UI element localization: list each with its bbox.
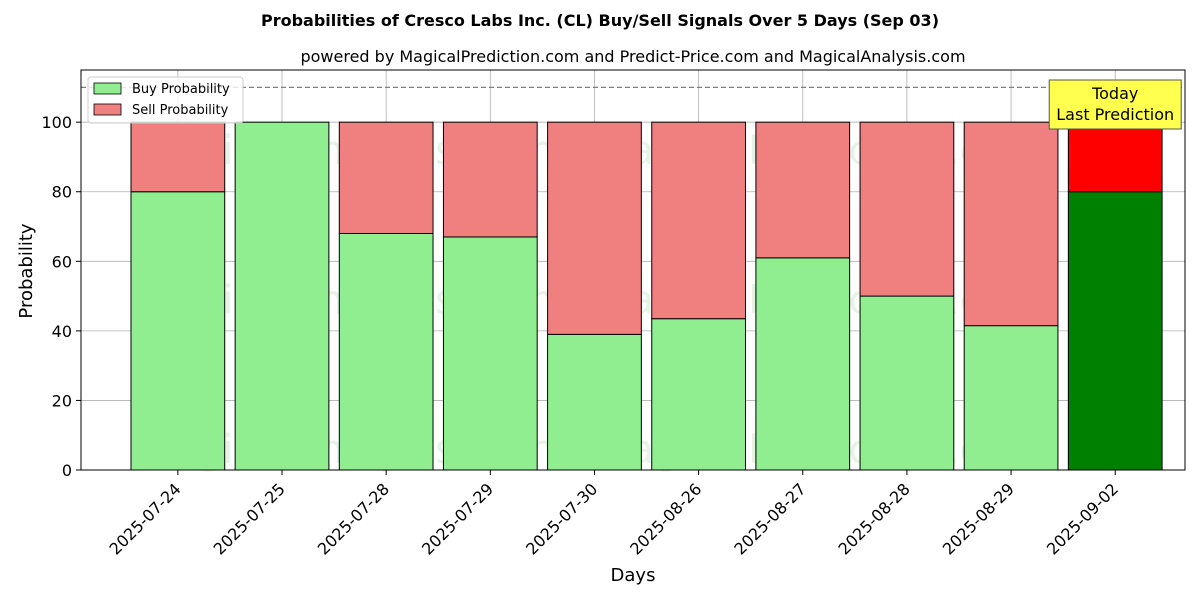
- today-annotation: Today Last Prediction: [1048, 79, 1182, 130]
- sell-bar-2025-07-28: [338, 121, 434, 234]
- legend-box: [87, 76, 244, 124]
- sell-bar-2025-08-29: [963, 121, 1059, 327]
- plot-frame: [80, 69, 1186, 471]
- y-tick-label: 20: [52, 391, 72, 410]
- buy-bar-2025-07-28: [338, 232, 434, 471]
- sell-bar-2025-08-28: [859, 121, 955, 297]
- annotation-box: [1048, 79, 1182, 130]
- annotation-line: Last Prediction: [1056, 105, 1174, 124]
- x-tick-label: 2025-07-25: [210, 479, 289, 558]
- x-tick-label: 2025-07-29: [418, 479, 497, 558]
- y-tick-label: 60: [52, 252, 72, 271]
- x-tick-label: 2025-07-30: [522, 479, 601, 558]
- x-tick-label: 2025-08-27: [730, 479, 809, 558]
- chart-subtitle: powered by MagicalPrediction.com and Pre…: [300, 47, 965, 66]
- y-tick-label: 80: [52, 183, 72, 202]
- legend-swatch: [93, 82, 122, 95]
- legend-swatch: [93, 103, 122, 116]
- y-axis-label: Probability: [16, 223, 37, 318]
- x-tick-label: 2025-07-28: [314, 479, 393, 558]
- sell-bar-2025-07-24: [130, 121, 226, 193]
- sell-bar-2025-08-27: [755, 121, 851, 259]
- legend: Buy Probability Sell Probability: [87, 76, 244, 124]
- y-tick-label: 100: [41, 113, 72, 132]
- buy-bar-2025-08-27: [755, 257, 851, 471]
- sell-bar-2025-07-29: [442, 121, 538, 238]
- sell-bar-2025-07-30: [547, 121, 642, 335]
- annotation-line: Today: [1091, 84, 1138, 103]
- buy-bar-2025-07-25: [234, 121, 330, 471]
- buy-bar-2025-07-29: [442, 236, 538, 471]
- sell-bar-2025-09-02: [1067, 121, 1163, 193]
- chart-title: Probabilities of Cresco Labs Inc. (CL) B…: [261, 11, 939, 30]
- sell-bar-2025-08-26: [651, 121, 746, 320]
- buy-bar-2025-08-28: [859, 295, 955, 471]
- y-tick-label: 40: [52, 322, 72, 341]
- x-axis-label: Days: [611, 565, 656, 586]
- buy-bar-2025-07-24: [130, 191, 226, 471]
- legend-label: Buy Probability: [132, 82, 230, 97]
- buy-bar-2025-08-29: [963, 325, 1059, 471]
- legend-label: Sell Probability: [132, 103, 229, 118]
- buy-bar-2025-08-26: [651, 318, 746, 471]
- x-tick-label: 2025-08-28: [835, 479, 914, 558]
- x-tick-label: 2025-08-29: [939, 479, 1018, 558]
- bars: [81, 86, 1185, 471]
- buy-bar-2025-07-30: [547, 333, 642, 471]
- buy-bar-2025-09-02: [1067, 191, 1163, 471]
- x-tick-label: 2025-07-24: [106, 479, 185, 558]
- x-tick-label: 2025-08-26: [626, 479, 705, 558]
- y-tick-label: 0: [62, 461, 72, 480]
- x-tick-label: 2025-09-02: [1043, 479, 1122, 558]
